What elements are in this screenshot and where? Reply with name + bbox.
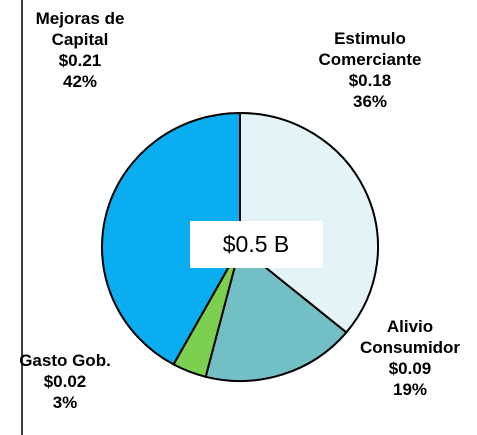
pie-slice — [101, 111, 241, 366]
percent-label: 19% — [392, 380, 428, 399]
slice-label: Estimulo Comerciante $0.18 36% — [300, 28, 440, 112]
value-label: $0.02 — [43, 372, 87, 391]
value-label: $0.21 — [58, 51, 102, 70]
slice-label: Mejoras de Capital $0.21 42% — [25, 8, 135, 92]
percent-label: 42% — [62, 72, 98, 91]
category-label: Mejoras de Capital — [35, 9, 125, 49]
category-label: Alivio Consumidor — [359, 317, 461, 357]
slice-label: Alivio Consumidor $0.09 19% — [340, 316, 477, 400]
category-label: Estimulo Comerciante — [318, 29, 422, 69]
total-box — [190, 221, 323, 268]
total-label: $0.5 B — [223, 231, 290, 257]
value-label: $0.18 — [348, 71, 392, 90]
category-label: Gasto Gob. — [19, 351, 111, 370]
value-label: $0.09 — [388, 359, 432, 378]
percent-label: 36% — [352, 92, 388, 111]
pie-slice — [204, 245, 348, 382]
percent-label: 3% — [52, 393, 78, 412]
slice-label: Gasto Gob. $0.02 3% — [0, 350, 130, 413]
